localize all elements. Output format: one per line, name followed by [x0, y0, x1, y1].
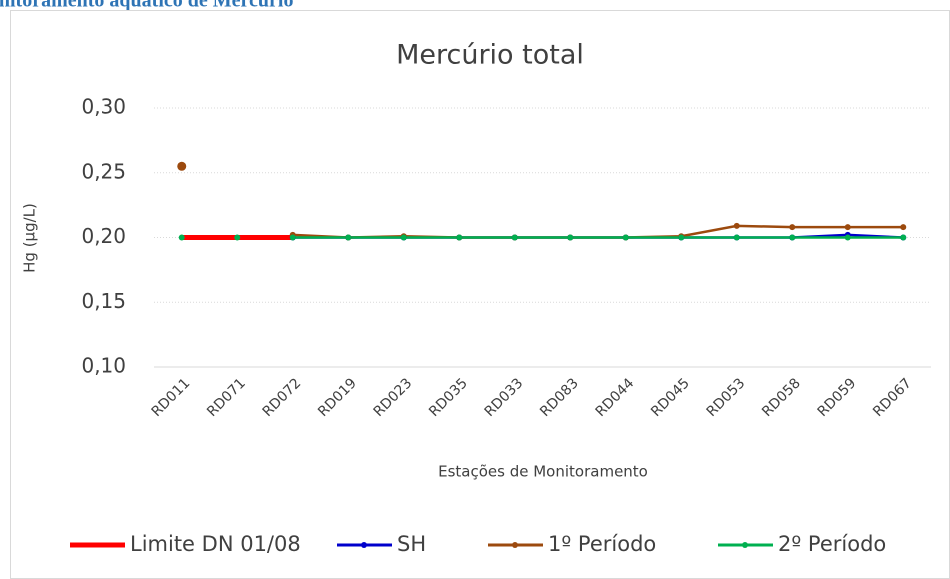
x-axis-label: Estações de Monitoramento	[438, 463, 648, 481]
data-point	[289, 234, 296, 241]
data-point	[178, 234, 185, 241]
chart-frame	[10, 10, 950, 579]
legend-label: SH	[397, 532, 426, 556]
legend-label: Limite DN 01/08	[130, 532, 301, 556]
data-point	[567, 234, 574, 241]
y-tick-label: 0,30	[81, 95, 126, 119]
data-point	[622, 234, 629, 241]
legend-marker	[742, 542, 748, 548]
data-point	[733, 222, 740, 229]
data-point	[789, 224, 796, 231]
y-tick-label: 0,25	[81, 159, 126, 183]
data-point	[456, 234, 463, 241]
data-point	[234, 234, 241, 241]
y-tick-label: 0,20	[81, 224, 126, 248]
y-tick-label: 0,15	[81, 289, 126, 313]
y-axis-label: Hg (µg/L)	[21, 203, 39, 273]
data-point	[400, 234, 407, 241]
header-title: Monitoramento aquático de Mercúrio	[0, 0, 293, 12]
legend-marker	[361, 542, 367, 548]
y-tick-label: 0,10	[81, 354, 126, 378]
data-point	[511, 234, 518, 241]
chart-title: Mercúrio total	[396, 40, 584, 71]
data-point	[789, 234, 796, 241]
data-point	[733, 234, 740, 241]
data-point	[844, 234, 851, 241]
data-point	[345, 234, 352, 241]
legend-marker	[512, 542, 518, 548]
data-point	[177, 161, 187, 171]
data-point	[844, 224, 851, 231]
legend-label: 2º Período	[778, 532, 886, 556]
legend-label: 1º Período	[548, 532, 656, 556]
data-point	[900, 234, 907, 241]
data-point	[678, 234, 685, 241]
data-point	[900, 224, 907, 231]
